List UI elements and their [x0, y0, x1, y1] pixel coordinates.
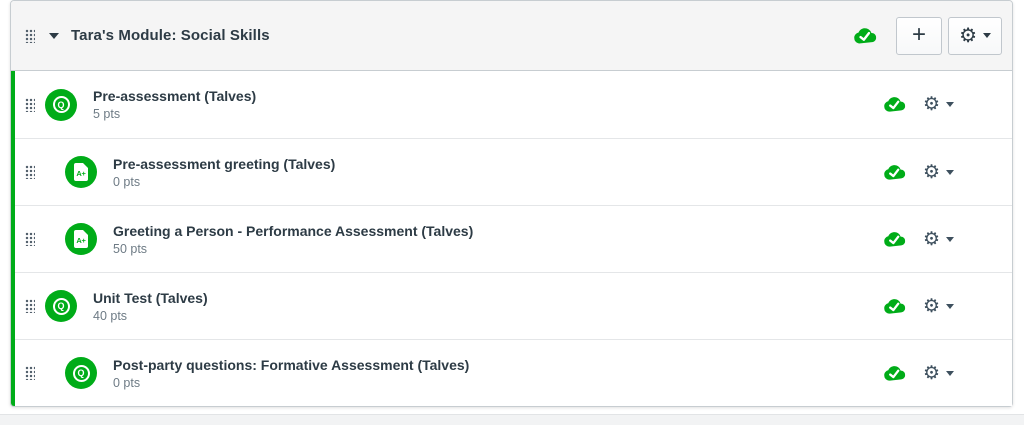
collapse-caret-icon[interactable] [49, 32, 59, 39]
module-item-row: Q Unit Test (Talves) 40 pts ⚙ [15, 272, 1012, 339]
module-items-list: Q Pre-assessment (Talves) 5 pts ⚙ A+ [11, 71, 1012, 406]
item-text: Pre-assessment greeting (Talves) 0 pts [113, 156, 335, 189]
published-cloud-check-icon[interactable] [883, 229, 906, 248]
assignment-icon: A+ [65, 223, 97, 255]
drag-handle-icon[interactable] [25, 165, 35, 179]
module-title: Tara's Module: Social Skills [71, 27, 270, 44]
item-settings-button[interactable]: ⚙ [923, 230, 954, 249]
quiz-icon: Q [65, 357, 97, 389]
assignment-icon: A+ [65, 156, 97, 188]
drag-handle-icon[interactable] [25, 366, 35, 380]
module-header-actions: + ⚙ [853, 16, 1002, 55]
module-item-row: A+ Greeting a Person - Performance Asses… [15, 205, 1012, 272]
gear-icon: ⚙ [922, 161, 940, 183]
gear-icon: ⚙ [922, 295, 940, 317]
module-item-row: A+ Pre-assessment greeting (Talves) 0 pt… [15, 138, 1012, 205]
item-title-link[interactable]: Greeting a Person - Performance Assessme… [113, 222, 474, 239]
item-actions: ⚙ [884, 230, 954, 249]
item-settings-button[interactable]: ⚙ [923, 297, 954, 316]
item-actions: ⚙ [884, 364, 954, 383]
chevron-down-icon [946, 102, 954, 107]
module-item-row: Q Post-party questions: Formative Assess… [15, 339, 1012, 406]
next-module-header-edge [0, 414, 1024, 425]
add-item-button[interactable]: + [896, 16, 943, 55]
drag-handle-icon[interactable] [25, 97, 35, 112]
gear-icon: ⚙ [922, 94, 940, 115]
item-points: 0 pts [113, 375, 141, 390]
module-card: Tara's Module: Social Skills + ⚙ Q [10, 0, 1013, 407]
item-actions: ⚙ [884, 297, 954, 316]
item-title-link[interactable]: Post-party questions: Formative Assessme… [113, 356, 470, 373]
chevron-down-icon [946, 370, 954, 376]
published-cloud-check-icon[interactable] [883, 363, 906, 382]
item-text: Post-party questions: Formative Assessme… [113, 357, 469, 390]
module-item-row: Q Pre-assessment (Talves) 5 pts ⚙ [15, 71, 1012, 138]
published-cloud-check-icon[interactable] [883, 95, 906, 114]
item-title-link[interactable]: Pre-assessment greeting (Talves) [113, 155, 336, 172]
item-text: Unit Test (Talves) 40 pts [93, 290, 208, 323]
plus-icon: + [912, 20, 927, 48]
chevron-down-icon [983, 33, 991, 38]
item-points: 40 pts [93, 308, 128, 323]
item-settings-button[interactable]: ⚙ [923, 163, 954, 182]
gear-icon: ⚙ [922, 228, 940, 250]
item-title-link[interactable]: Unit Test (Talves) [93, 289, 208, 306]
gear-icon: ⚙ [959, 24, 977, 47]
item-points: 5 pts [93, 107, 121, 121]
item-actions: ⚙ [884, 95, 954, 114]
drag-handle-icon[interactable] [25, 232, 35, 246]
module-header: Tara's Module: Social Skills + ⚙ [11, 1, 1012, 71]
item-settings-button[interactable]: ⚙ [923, 95, 954, 114]
quiz-icon: Q [45, 88, 77, 121]
item-text: Pre-assessment (Talves) 5 pts [93, 88, 256, 121]
item-settings-button[interactable]: ⚙ [923, 364, 954, 383]
item-points: 0 pts [113, 174, 141, 189]
item-title-link[interactable]: Pre-assessment (Talves) [93, 88, 257, 104]
published-cloud-check-icon[interactable] [853, 25, 877, 45]
chevron-down-icon [946, 169, 954, 175]
chevron-down-icon [946, 236, 954, 242]
drag-handle-icon[interactable] [25, 299, 35, 313]
chevron-down-icon [946, 303, 954, 309]
drag-handle-icon[interactable] [25, 28, 35, 43]
published-cloud-check-icon[interactable] [883, 162, 906, 181]
item-actions: ⚙ [884, 163, 954, 182]
module-settings-button[interactable]: ⚙ [948, 16, 1002, 55]
item-text: Greeting a Person - Performance Assessme… [113, 223, 473, 256]
published-cloud-check-icon[interactable] [883, 296, 906, 315]
gear-icon: ⚙ [922, 362, 940, 384]
quiz-icon: Q [45, 290, 77, 322]
item-points: 50 pts [113, 241, 148, 256]
